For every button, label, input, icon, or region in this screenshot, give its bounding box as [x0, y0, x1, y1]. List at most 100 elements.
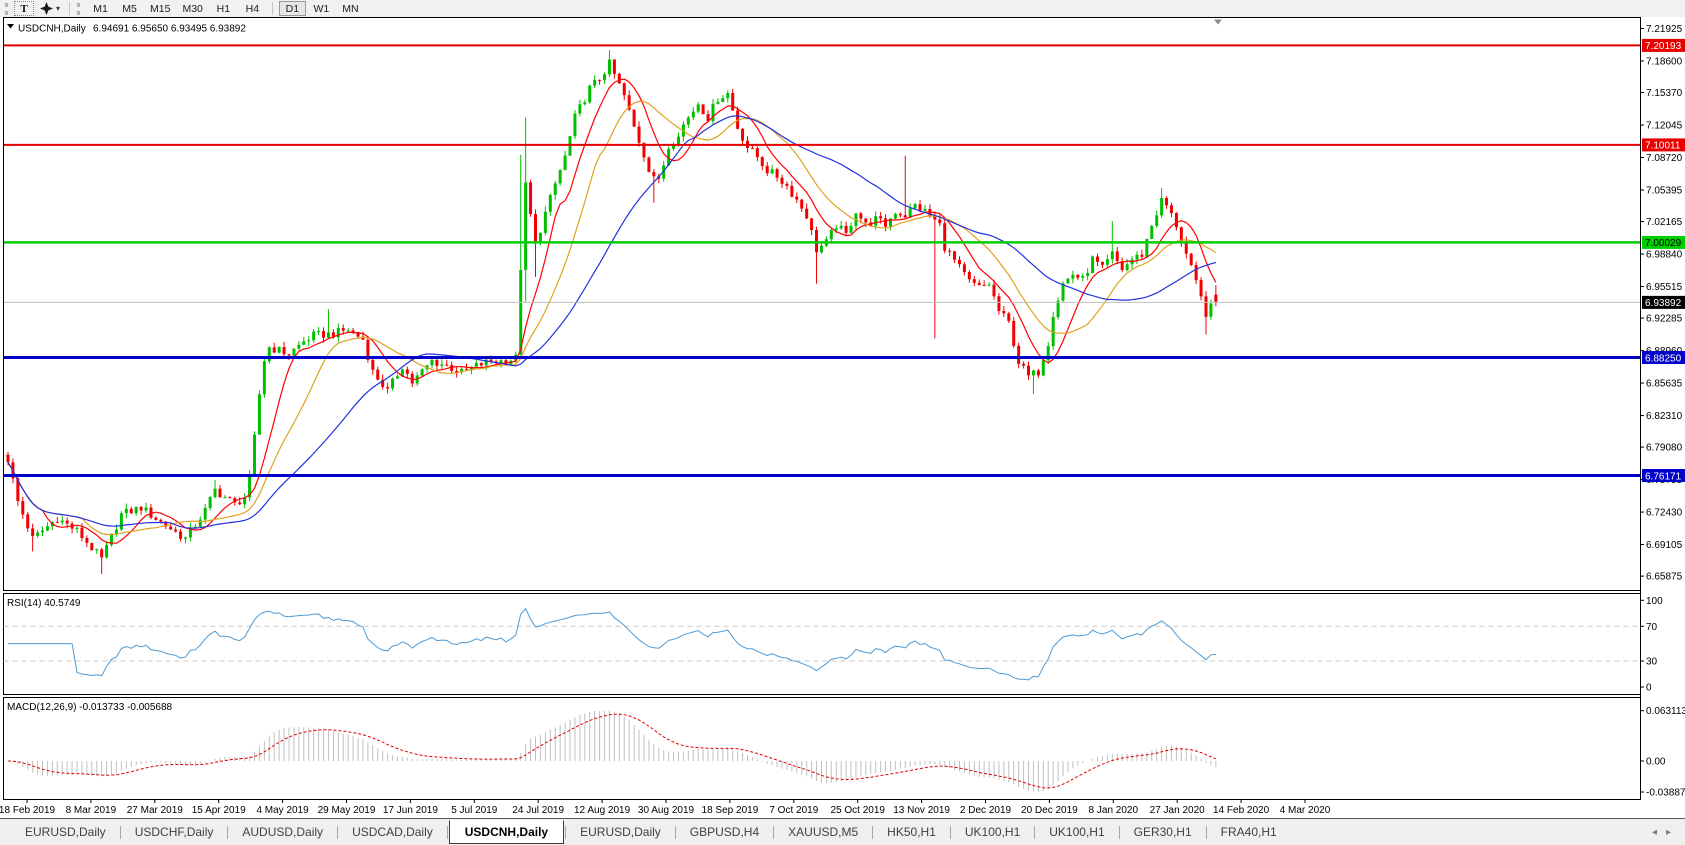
tab-separator: [119, 825, 121, 839]
toolbar-separator: [271, 2, 273, 15]
tab-separator: [1118, 825, 1120, 839]
rsi-line: [8, 607, 1216, 681]
timeframe-button-m1[interactable]: M1: [87, 1, 114, 16]
tab-separator: [337, 825, 339, 839]
tabs-scroll-right-icon[interactable]: ▸: [1665, 826, 1671, 838]
price-tick-label: 7.02165: [1646, 217, 1683, 228]
price-level-label: [1642, 351, 1685, 365]
date-axis-label: 27 Jan 2020: [1150, 805, 1205, 816]
chart-tab-ger30-h1[interactable]: GER30,H1: [1133, 825, 1192, 839]
price-tick-label: 6.85635: [1646, 379, 1683, 390]
macd-signal-line: [7, 713, 1217, 789]
tab-scroll-arrows: ◂ ▸: [1652, 827, 1677, 838]
date-axis-label: 4 Mar 2020: [1280, 805, 1331, 816]
tab-separator: [674, 825, 676, 839]
chart-tab-hk50-h1[interactable]: HK50,H1: [887, 825, 936, 839]
date-axis-label: 24 Jul 2019: [512, 805, 564, 816]
tab-separator: [1205, 825, 1207, 839]
tab-separator: [872, 825, 874, 839]
date-axis-label: 13 Nov 2019: [893, 805, 950, 816]
price-tick-label: 6.79080: [1646, 443, 1683, 454]
price-level-label-text: 6.76171: [1645, 471, 1682, 482]
macd-panel: 0.063113 0.00 -0.038872 MACD(12,26,9) -0.01…: [3, 697, 1685, 800]
macd-tick-label: 0.063113: [1646, 706, 1685, 717]
date-axis-label: 18 Sep 2019: [702, 805, 759, 816]
tab-separator: [227, 825, 229, 839]
price-tick-label: 6.98840: [1646, 250, 1683, 261]
chart-tabs: EURUSD,Daily USDCHF,Daily AUDUSD,Daily USDC…: [12, 819, 1290, 845]
price-tick-label: 7.08720: [1646, 153, 1683, 164]
timeframe-button-w1[interactable]: W1: [308, 1, 335, 16]
price-level-label-text: 7.20193: [1645, 41, 1682, 52]
rsi-panel: 100 70 30 0 RSI(14) 40.5749: [3, 593, 1663, 695]
rsi-tick-label: 0: [1646, 683, 1652, 694]
timeframe-button-m30[interactable]: M30: [177, 1, 207, 16]
title-collapse-icon[interactable]: [7, 24, 14, 29]
tool-dropdown-caret-icon[interactable]: ▾: [55, 4, 64, 13]
chart-region: USDCNH,Daily 6.94691 6.95650 6.93495 6.93…: [0, 17, 1685, 818]
price-tick-label: 7.18600: [1646, 56, 1683, 67]
timeframe-button-mn[interactable]: MN: [337, 1, 364, 16]
ma-fast-line: [7, 78, 1217, 544]
toolbar-grip[interactable]: [77, 2, 81, 15]
date-axis-label: 5 Jul 2019: [451, 805, 498, 816]
chart-tab-uk100-h1[interactable]: UK100,H1: [1049, 825, 1105, 839]
tabs-scroll-left-icon[interactable]: ◂: [1651, 826, 1657, 838]
tab-separator: [773, 825, 775, 839]
macd-label: MACD(12,26,9) -0.013733 -0.005688: [7, 702, 173, 713]
current-price-label-text: 6.93892: [1645, 298, 1682, 309]
chart-tab-usdcad-daily[interactable]: USDCAD,Daily: [352, 825, 433, 839]
date-axis-label: 17 Jun 2019: [383, 805, 438, 816]
timeframe-group: M1 M5 M15 M30 H1 H4 D1 W1 MN: [86, 1, 365, 16]
toolbar-grip[interactable]: [5, 2, 9, 15]
price-level-label-text: 7.10011: [1645, 141, 1681, 152]
date-axis-label: 27 Mar 2019: [127, 805, 184, 816]
chart-tab-eurusd-daily[interactable]: EURUSD,Daily: [25, 825, 106, 839]
rsi-tick-label: 70: [1646, 622, 1658, 633]
chart-canvas[interactable]: USDCNH,Daily 6.94691 6.95650 6.93495 6.93…: [0, 17, 1685, 818]
price-tick-label: 7.21925: [1646, 24, 1683, 35]
chart-tab-gbpusd-h4[interactable]: GBPUSD,H4: [689, 825, 760, 839]
chart-tab-usdcnh-daily[interactable]: USDCNH,Daily: [448, 819, 565, 844]
current-price-label: [1642, 295, 1685, 309]
chart-tab-usdchf-daily[interactable]: USDCHF,Daily: [134, 825, 214, 839]
price-tick-label: 6.69105: [1646, 540, 1683, 551]
ma-mid-line: [7, 100, 1217, 536]
price-tick-label: 6.82310: [1646, 411, 1683, 422]
chart-tab-audusd-daily[interactable]: AUDUSD,Daily: [242, 825, 324, 839]
chart-tab-eurusd-daily[interactable]: EURUSD,Daily: [580, 825, 661, 839]
chart-title-ohlc: 6.94691 6.95650 6.93495 6.93892: [93, 24, 246, 35]
price-level-label-text: 6.88250: [1645, 353, 1682, 364]
tab-separator: [446, 825, 448, 839]
date-axis-label: 20 Dec 2019: [1021, 805, 1078, 816]
chart-shift-marker-icon[interactable]: [1214, 19, 1222, 25]
macd-tick-label: 0.00: [1646, 757, 1666, 768]
date-axis-label: 15 Apr 2019: [192, 805, 246, 816]
timeframe-button-h4[interactable]: H4: [239, 1, 266, 16]
tab-separator: [1034, 825, 1036, 839]
tab-separator: [565, 825, 567, 839]
top-toolbar: T ▾ M1 M5 M15 M30 H1 H4 D1 W1 MN: [0, 0, 1685, 17]
price-tick-label: 6.65875: [1646, 572, 1683, 583]
date-axis-label: 12 Aug 2019: [574, 805, 631, 816]
rsi-tick-label: 30: [1646, 656, 1658, 667]
price-tick-label: 6.72430: [1646, 508, 1683, 519]
crosshair-tool-icon[interactable]: [40, 2, 53, 15]
timeframe-button-d1[interactable]: D1: [278, 1, 306, 16]
price-tick-label: 7.12045: [1646, 121, 1683, 132]
chart-tab-bar: EURUSD,Daily USDCHF,Daily AUDUSD,Daily USDC…: [0, 818, 1685, 845]
chart-tab-fra40-h1[interactable]: FRA40,H1: [1220, 825, 1277, 839]
price-level-label-text: 7.00029: [1645, 238, 1682, 249]
toolbar-separator: [69, 2, 71, 15]
price-tick-label: 6.92285: [1646, 314, 1683, 325]
rsi-tick-label: 100: [1646, 596, 1663, 607]
price-level-label: [1642, 469, 1685, 483]
text-tool-button[interactable]: T: [14, 1, 34, 16]
timeframe-button-h1[interactable]: H1: [210, 1, 237, 16]
timeframe-button-m15[interactable]: M15: [145, 1, 175, 16]
timeframe-button-m5[interactable]: M5: [116, 1, 143, 16]
price-tick-label: 7.15370: [1646, 88, 1683, 99]
chart-tab-uk100-h1[interactable]: UK100,H1: [964, 825, 1021, 839]
chart-tab-xauusd-m5[interactable]: XAUUSD,M5: [788, 825, 859, 839]
